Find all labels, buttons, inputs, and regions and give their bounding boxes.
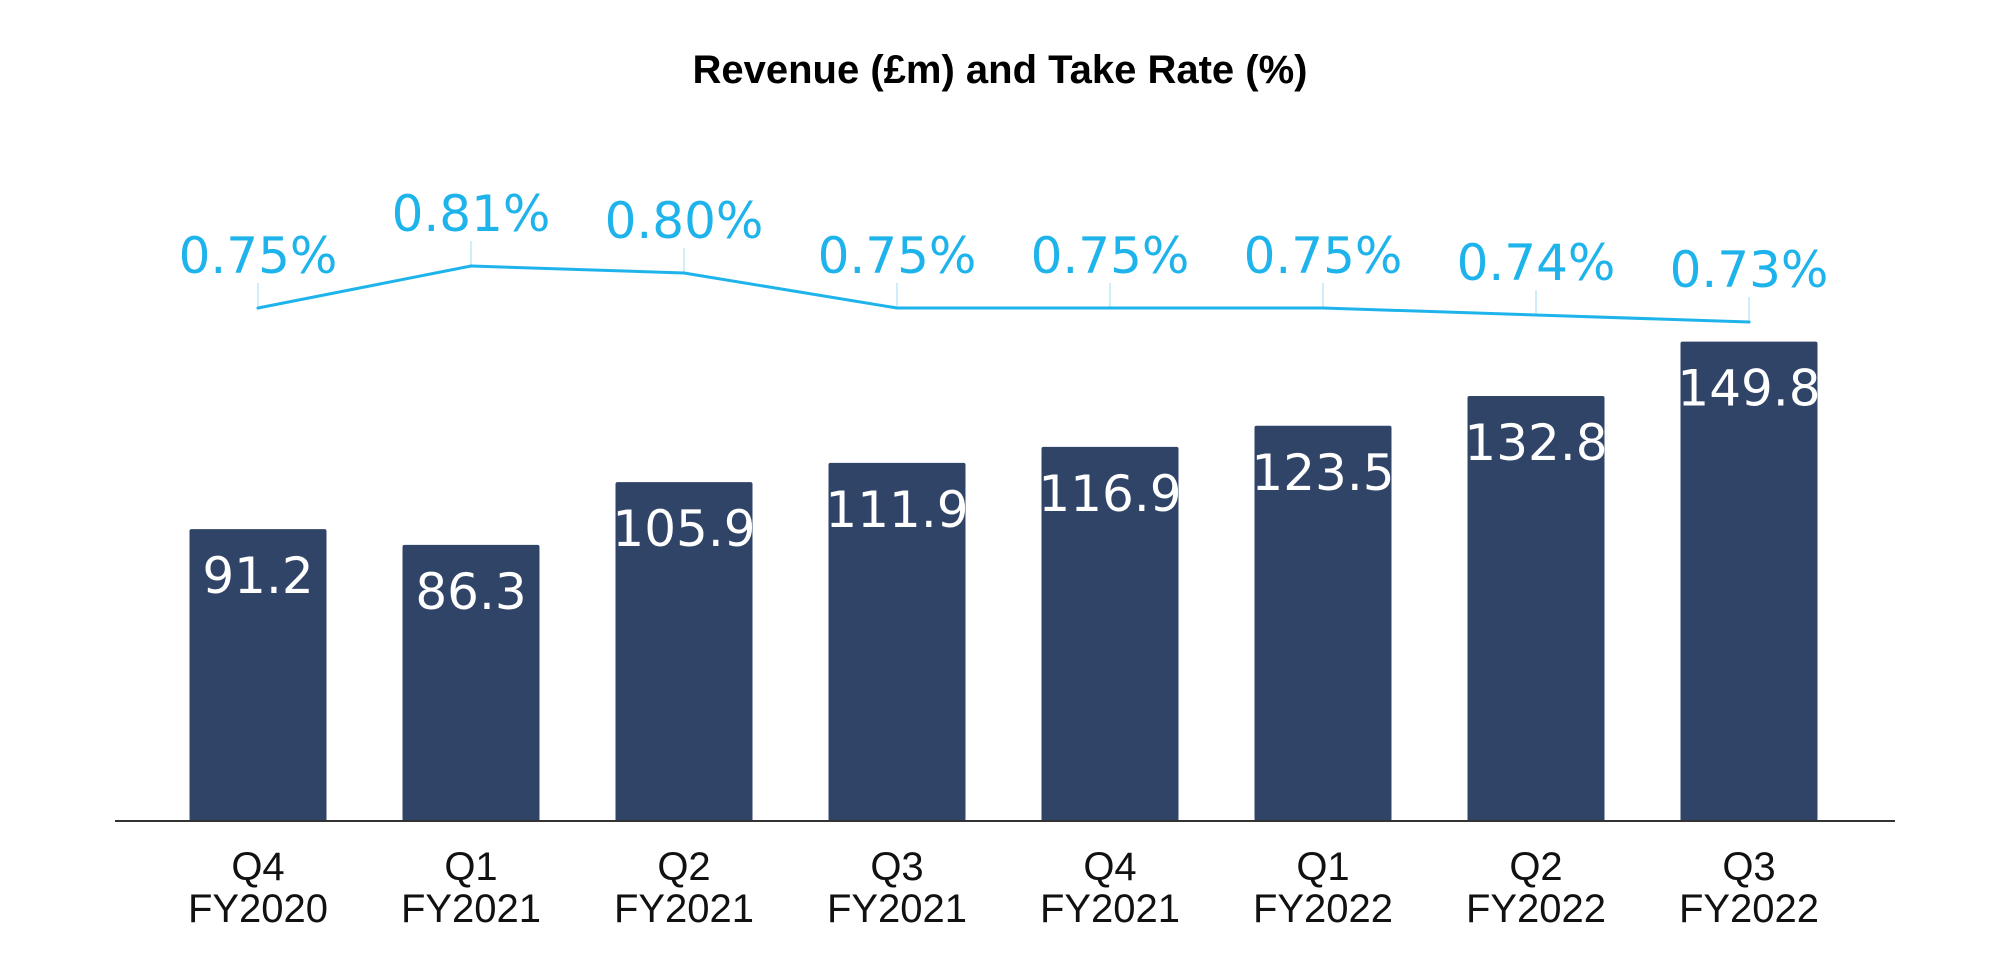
bar-value-label-4: 116.9: [1038, 465, 1181, 523]
x-tick-label-quarter-7: Q3: [1722, 845, 1775, 889]
x-tick-label-year-5: FY2022: [1253, 887, 1393, 931]
rate-label-5: 0.75%: [1244, 227, 1403, 285]
bar-4: [1041, 446, 1179, 821]
bar-0: [189, 529, 327, 821]
bar-value-label-6: 132.8: [1464, 414, 1607, 472]
bar-value-label-2: 105.9: [612, 500, 755, 558]
bar-5: [1254, 425, 1392, 821]
chart-title: Revenue (£m) and Take Rate (%): [693, 48, 1308, 92]
bar-value-label-5: 123.5: [1251, 444, 1394, 502]
take-rate-point-4: [1108, 306, 1112, 310]
rate-label-0: 0.75%: [179, 227, 338, 285]
bar-7: [1680, 341, 1818, 821]
x-tick-label-year-2: FY2021: [614, 887, 754, 931]
x-tick-label-quarter-3: Q3: [870, 845, 923, 889]
bar-value-label-0: 91.2: [202, 547, 313, 605]
line-layer: [256, 241, 1751, 324]
bar-6: [1467, 396, 1605, 821]
x-tick-label-quarter-6: Q2: [1509, 845, 1562, 889]
x-tick-label-year-4: FY2021: [1040, 887, 1180, 931]
rate-label-2: 0.80%: [605, 192, 764, 250]
take-rate-line: [256, 264, 1751, 324]
x-tick-label-year-1: FY2021: [401, 887, 541, 931]
x-tick-label-quarter-0: Q4: [231, 845, 284, 889]
bars-layer: [189, 341, 1818, 821]
x-tick-label-year-3: FY2021: [827, 887, 967, 931]
take-rate-point-5: [1321, 306, 1325, 310]
take-rate-point-7: [1747, 320, 1751, 324]
x-tick-label-year-6: FY2022: [1466, 887, 1606, 931]
take-rate-point-1: [469, 264, 473, 268]
bar-1: [402, 544, 540, 821]
bar-value-label-7: 149.8: [1677, 360, 1820, 418]
bar-2: [615, 482, 753, 821]
x-tick-label-quarter-1: Q1: [444, 845, 497, 889]
rate-label-7: 0.73%: [1670, 241, 1829, 299]
bar-value-label-3: 111.9: [825, 481, 968, 539]
x-tick-label-year-0: FY2020: [188, 887, 328, 931]
x-tick-label-quarter-5: Q1: [1296, 845, 1349, 889]
take-rate-point-0: [256, 306, 260, 310]
ticks-layer: Q4FY2020Q1FY2021Q2FY2021Q3FY2021Q4FY2021…: [188, 845, 1819, 931]
rate-label-1: 0.81%: [392, 185, 551, 243]
x-tick-label-quarter-2: Q2: [657, 845, 710, 889]
bar-3: [828, 462, 966, 821]
take-rate-point-3: [895, 306, 899, 310]
rate-label-4: 0.75%: [1031, 227, 1190, 285]
bar-value-label-1: 86.3: [415, 563, 526, 621]
x-tick-label-quarter-4: Q4: [1083, 845, 1136, 889]
x-tick-label-year-7: FY2022: [1679, 887, 1819, 931]
take-rate-point-2: [682, 271, 686, 275]
take-rate-point-6: [1534, 313, 1538, 317]
rate-label-6: 0.74%: [1457, 234, 1616, 292]
rate-label-3: 0.75%: [818, 227, 977, 285]
labels-layer: 91.2 0.75% 86.3 0.81% 105.9 0.80% 111.9 0.75% 11…: [179, 185, 1829, 621]
